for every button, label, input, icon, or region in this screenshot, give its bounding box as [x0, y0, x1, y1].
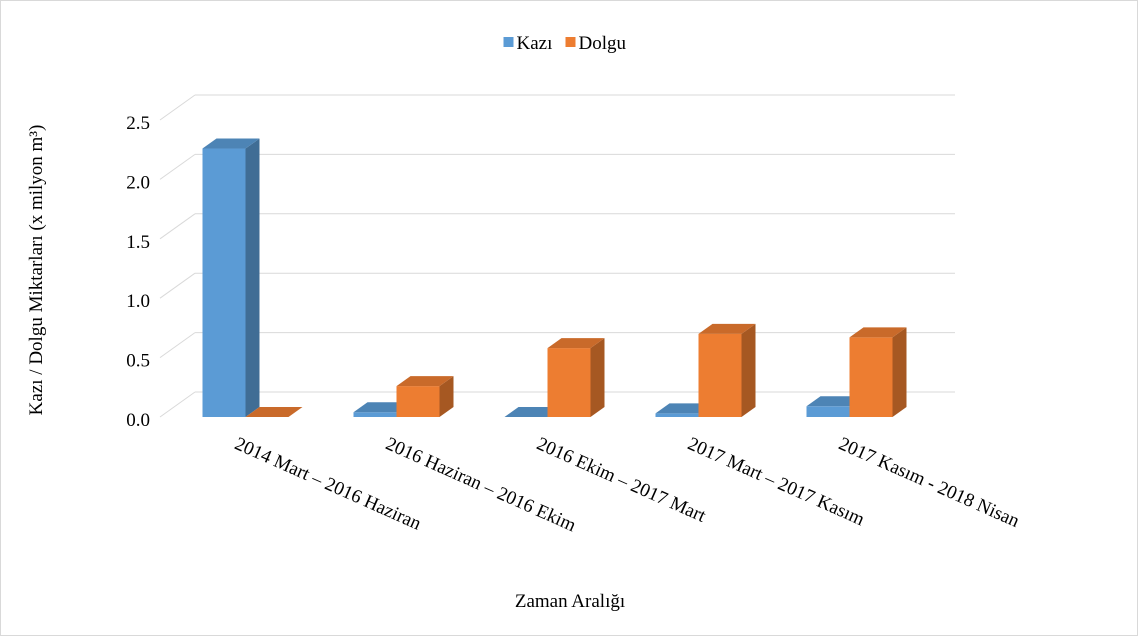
- bar-top: [504, 407, 562, 417]
- bar-side: [590, 338, 605, 417]
- bar-front: [202, 148, 246, 417]
- legend-swatch: [565, 37, 576, 47]
- bar-top: [806, 396, 864, 407]
- bar-top: [655, 403, 713, 414]
- y-tick-label: 1.0: [126, 291, 150, 312]
- grid-line-side: [159, 213, 196, 240]
- bar-front: [547, 348, 591, 417]
- grid-line-side: [159, 94, 196, 121]
- bar-top: [202, 138, 260, 149]
- grid-line-side: [159, 391, 196, 418]
- bar-top: [698, 323, 756, 334]
- grid-line-side: [159, 153, 196, 180]
- bar-side: [892, 327, 907, 417]
- bar-front: [849, 337, 893, 417]
- grid-line-side: [159, 332, 196, 359]
- bar-front: [806, 406, 850, 417]
- legend-label: Dolgu: [579, 33, 627, 54]
- y-tick-label: 2.5: [126, 113, 150, 134]
- y-tick-label: 0.5: [126, 351, 150, 372]
- x-axis-label: Zaman Aralığı: [515, 591, 625, 612]
- bar-side: [245, 138, 260, 417]
- bar-front: [655, 413, 699, 417]
- bar-front: [396, 386, 440, 417]
- grid-line-side: [159, 272, 196, 299]
- bar-top: [849, 327, 907, 338]
- bar-front: [353, 412, 397, 417]
- bar-top: [547, 338, 605, 349]
- legend-swatch: [503, 37, 514, 47]
- bar-top: [245, 407, 303, 417]
- bar-top: [353, 402, 411, 413]
- bar-top: [396, 376, 454, 387]
- bar-side: [439, 376, 454, 417]
- legend-label: Kazı: [517, 33, 553, 54]
- bar-front: [698, 333, 742, 417]
- y-tick-label: 2.0: [126, 172, 150, 193]
- bar-side: [741, 323, 756, 417]
- y-tick-label: 1.5: [126, 232, 150, 253]
- y-tick-label: 0.0: [126, 410, 150, 431]
- y-axis-label: Kazı / Dolgu Miktarları (x milyon m³): [26, 125, 47, 416]
